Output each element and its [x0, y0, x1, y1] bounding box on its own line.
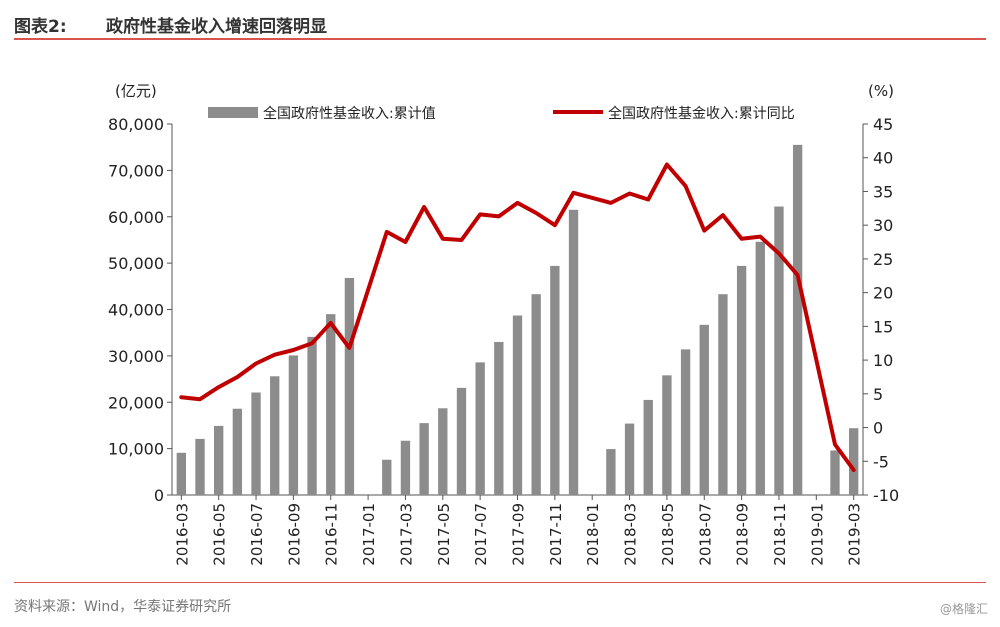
x-tick-label: 2019-01 — [808, 503, 826, 566]
title-bar: 图表2: 政府性基金收入增速回落明显 — [14, 8, 986, 40]
x-tick-label: 2017-03 — [397, 503, 415, 566]
bar — [270, 376, 280, 495]
y-left-tick-label: 20,000 — [108, 393, 164, 412]
y-right-tick-label: 20 — [873, 284, 893, 303]
bar — [214, 425, 224, 495]
bar — [774, 206, 784, 496]
bar — [419, 423, 429, 495]
x-tick-label: 2017-01 — [360, 503, 378, 566]
x-tick-label: 2017-11 — [547, 503, 565, 566]
bar — [176, 452, 187, 495]
watermark: @格隆汇 — [939, 602, 988, 616]
x-tick-label: 2017-09 — [510, 503, 528, 566]
y-right-tick-label: 15 — [873, 317, 893, 336]
footer-divider — [14, 582, 986, 583]
bar — [195, 438, 205, 495]
bar — [307, 336, 317, 495]
bar — [232, 408, 243, 495]
legend-label-bar: 全国政府性基金收入:累计值 — [263, 105, 436, 122]
bar — [475, 362, 485, 495]
x-tick-label: 2018-03 — [622, 503, 640, 566]
y-left-tick-label: 80,000 — [108, 115, 164, 134]
legend-label-line: 全国政府性基金收入:累计同比 — [608, 105, 795, 122]
bar — [251, 392, 261, 495]
bar — [531, 294, 541, 495]
bar — [606, 449, 616, 495]
y-right-tick-label: 45 — [873, 115, 893, 134]
y-left-tick-label: 0 — [154, 486, 164, 505]
bar — [662, 375, 672, 495]
source-note: 资料来源：Wind，华泰证券研究所 — [14, 599, 232, 615]
x-tick-label: 2017-07 — [472, 503, 490, 566]
chart-title: 政府性基金收入增速回落明显 — [106, 17, 327, 37]
x-tick-label: 2016-11 — [323, 503, 341, 566]
bar — [624, 423, 635, 495]
series-line-yoy — [179, 162, 856, 472]
legend-swatch-bar — [208, 107, 258, 118]
y-right-tick-label: 5 — [873, 385, 883, 404]
bar — [718, 294, 728, 495]
x-tick-label: 2016-03 — [173, 503, 191, 566]
y-right-tick-label: -5 — [873, 452, 889, 471]
y-right-tick-label: 30 — [873, 216, 893, 235]
y-right-tick-label: 40 — [873, 149, 893, 168]
x-tick-label: 2019-03 — [846, 503, 864, 566]
y-left-tick-label: 50,000 — [108, 254, 164, 273]
bar — [550, 265, 560, 495]
y-left-tick-label: 30,000 — [108, 347, 164, 366]
x-tick-label: 2018-07 — [696, 503, 714, 566]
x-tick-label: 2016-07 — [248, 503, 266, 566]
y-left-tick-label: 40,000 — [108, 301, 164, 320]
bar — [755, 241, 765, 495]
bar — [326, 314, 336, 495]
bar — [288, 355, 299, 495]
bar — [680, 349, 691, 495]
y-left-unit: (亿元) — [115, 82, 157, 100]
bar — [512, 315, 523, 495]
x-tick-label: 2016-09 — [285, 503, 303, 566]
y-left-tick-label: 10,000 — [108, 440, 164, 459]
bar — [400, 440, 411, 495]
chart-canvas: 0 10,000 20,000 30,000 40,000 50,000 60,000 70,… — [108, 82, 899, 566]
bar — [830, 450, 840, 495]
bar — [643, 399, 653, 495]
y-right-tick-label: -10 — [873, 486, 899, 505]
y-right-tick-label: 35 — [873, 182, 893, 201]
x-tick-label: 2018-11 — [771, 503, 789, 566]
y-right-tick-label: 25 — [873, 250, 893, 269]
bar — [568, 209, 579, 495]
bar — [456, 387, 467, 495]
x-tick-label: 2017-05 — [435, 503, 453, 566]
bar — [438, 408, 448, 495]
figure-number: 图表2: — [14, 17, 67, 37]
x-tick-label: 2018-09 — [734, 503, 752, 566]
y-right-tick-label: 0 — [873, 419, 883, 438]
bar — [382, 459, 392, 495]
bar — [848, 428, 859, 495]
y-left-tick-label: 70,000 — [108, 161, 164, 180]
bar — [736, 265, 747, 495]
y-left-tick-label: 60,000 — [108, 208, 164, 227]
bar — [792, 144, 803, 495]
x-tick-label: 2018-05 — [659, 503, 677, 566]
y-right-unit: (%) — [868, 82, 894, 100]
x-tick-label: 2018-01 — [584, 503, 602, 566]
y-right-tick-label: 10 — [873, 351, 893, 370]
bar — [344, 277, 355, 495]
x-tick-label: 2016-05 — [211, 503, 229, 566]
bar — [494, 341, 504, 495]
bar — [699, 324, 709, 495]
